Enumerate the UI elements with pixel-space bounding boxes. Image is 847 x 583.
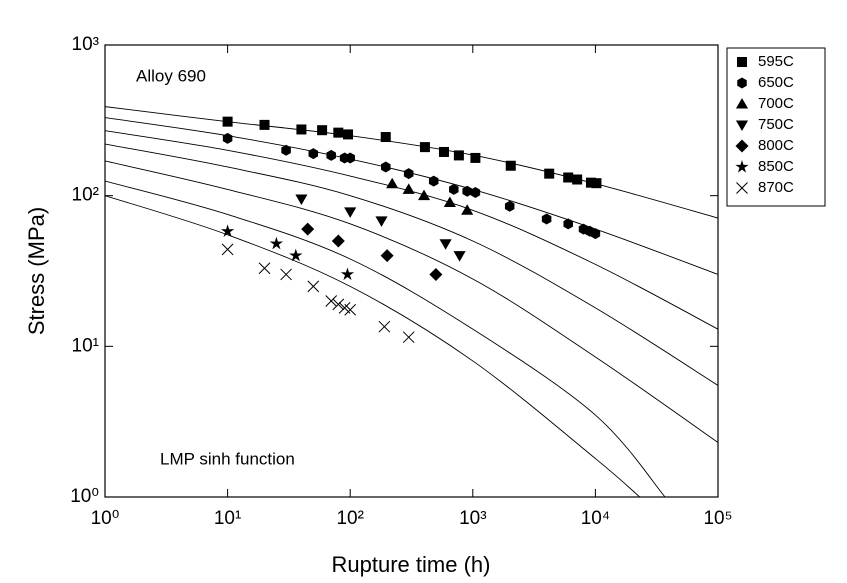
y-axis-label: Stress (MPa) bbox=[24, 207, 49, 335]
marker bbox=[563, 172, 574, 183]
x-tick-label: 10⁵ bbox=[703, 508, 732, 529]
marker bbox=[345, 152, 355, 164]
marker bbox=[340, 267, 355, 281]
marker bbox=[572, 174, 583, 185]
y-tick-label: 10³ bbox=[72, 34, 99, 55]
marker bbox=[462, 185, 472, 197]
legend-marker bbox=[736, 182, 748, 194]
marker bbox=[439, 239, 452, 250]
fit-curve bbox=[105, 106, 718, 219]
marker bbox=[386, 177, 399, 189]
marker bbox=[325, 295, 338, 307]
marker bbox=[419, 142, 430, 153]
marker bbox=[402, 331, 415, 344]
fit-curve bbox=[105, 180, 666, 497]
marker bbox=[505, 160, 516, 171]
marker bbox=[428, 175, 439, 187]
legend-marker bbox=[737, 77, 747, 89]
fit-curve bbox=[105, 143, 718, 386]
x-tick-label: 10² bbox=[336, 508, 363, 529]
marker bbox=[222, 116, 233, 127]
legend-label: 595C bbox=[758, 53, 794, 70]
legend-marker bbox=[735, 160, 749, 173]
marker bbox=[221, 243, 234, 256]
legend-marker bbox=[735, 120, 749, 131]
marker bbox=[308, 148, 319, 160]
marker bbox=[301, 222, 315, 236]
marker bbox=[591, 178, 602, 189]
x-tick-label: 10⁰ bbox=[91, 508, 120, 529]
marker bbox=[380, 249, 394, 263]
annotation: Alloy 690 bbox=[136, 66, 206, 85]
marker bbox=[333, 127, 344, 138]
marker bbox=[296, 124, 307, 135]
marker bbox=[449, 183, 459, 195]
marker bbox=[378, 320, 391, 333]
marker bbox=[470, 152, 481, 163]
fit-curve bbox=[105, 117, 718, 275]
legend-marker bbox=[735, 98, 749, 109]
marker bbox=[317, 125, 328, 136]
marker bbox=[332, 298, 345, 311]
marker bbox=[258, 262, 271, 275]
marker bbox=[289, 248, 303, 262]
marker bbox=[504, 200, 515, 212]
marker bbox=[344, 207, 357, 218]
legend-label: 800C bbox=[758, 137, 794, 154]
marker bbox=[280, 268, 292, 281]
marker bbox=[453, 150, 464, 161]
x-tick-label: 10⁴ bbox=[581, 508, 610, 529]
annotation: LMP sinh function bbox=[160, 449, 295, 468]
fit-curve bbox=[105, 160, 718, 443]
marker bbox=[417, 189, 431, 201]
marker bbox=[343, 129, 354, 140]
marker bbox=[331, 234, 345, 248]
curves bbox=[105, 106, 718, 497]
marker bbox=[375, 216, 388, 227]
marker bbox=[585, 177, 596, 188]
marker bbox=[381, 161, 391, 173]
legend-label: 650C bbox=[758, 74, 794, 91]
marker bbox=[453, 251, 466, 262]
marker bbox=[403, 168, 414, 180]
marker bbox=[470, 186, 481, 198]
x-axis-label: Rupture time (h) bbox=[332, 552, 491, 577]
marker bbox=[590, 228, 601, 240]
legend-marker bbox=[735, 139, 749, 153]
x-tick-label: 10³ bbox=[459, 508, 486, 529]
legend-label: 700C bbox=[758, 95, 794, 112]
marker bbox=[344, 303, 357, 316]
legend-frame bbox=[726, 47, 826, 207]
marker bbox=[222, 132, 233, 144]
marker bbox=[544, 168, 555, 179]
marker bbox=[402, 183, 415, 194]
x-tick-label: 10¹ bbox=[214, 508, 241, 529]
y-tick-label: 10² bbox=[72, 185, 99, 206]
marker bbox=[281, 144, 291, 156]
marker bbox=[461, 204, 474, 215]
marker bbox=[269, 236, 284, 250]
marker bbox=[380, 132, 391, 143]
marker bbox=[259, 119, 270, 130]
marker bbox=[438, 146, 449, 157]
marker bbox=[307, 280, 320, 293]
y-tick-label: 10¹ bbox=[72, 335, 99, 356]
y-tick-label: 10⁰ bbox=[70, 486, 99, 507]
marker bbox=[563, 218, 573, 230]
fit-curve bbox=[105, 195, 641, 497]
plot-frame bbox=[104, 44, 719, 498]
marker bbox=[443, 196, 456, 208]
marker bbox=[295, 194, 308, 206]
legend-marker bbox=[737, 57, 747, 67]
marker bbox=[541, 213, 552, 225]
marker bbox=[326, 149, 336, 161]
marker bbox=[429, 267, 443, 281]
legend-label: 750C bbox=[758, 116, 794, 133]
legend-label: 870C bbox=[758, 179, 794, 196]
marker bbox=[220, 224, 235, 237]
legend-label: 850C bbox=[758, 158, 794, 175]
